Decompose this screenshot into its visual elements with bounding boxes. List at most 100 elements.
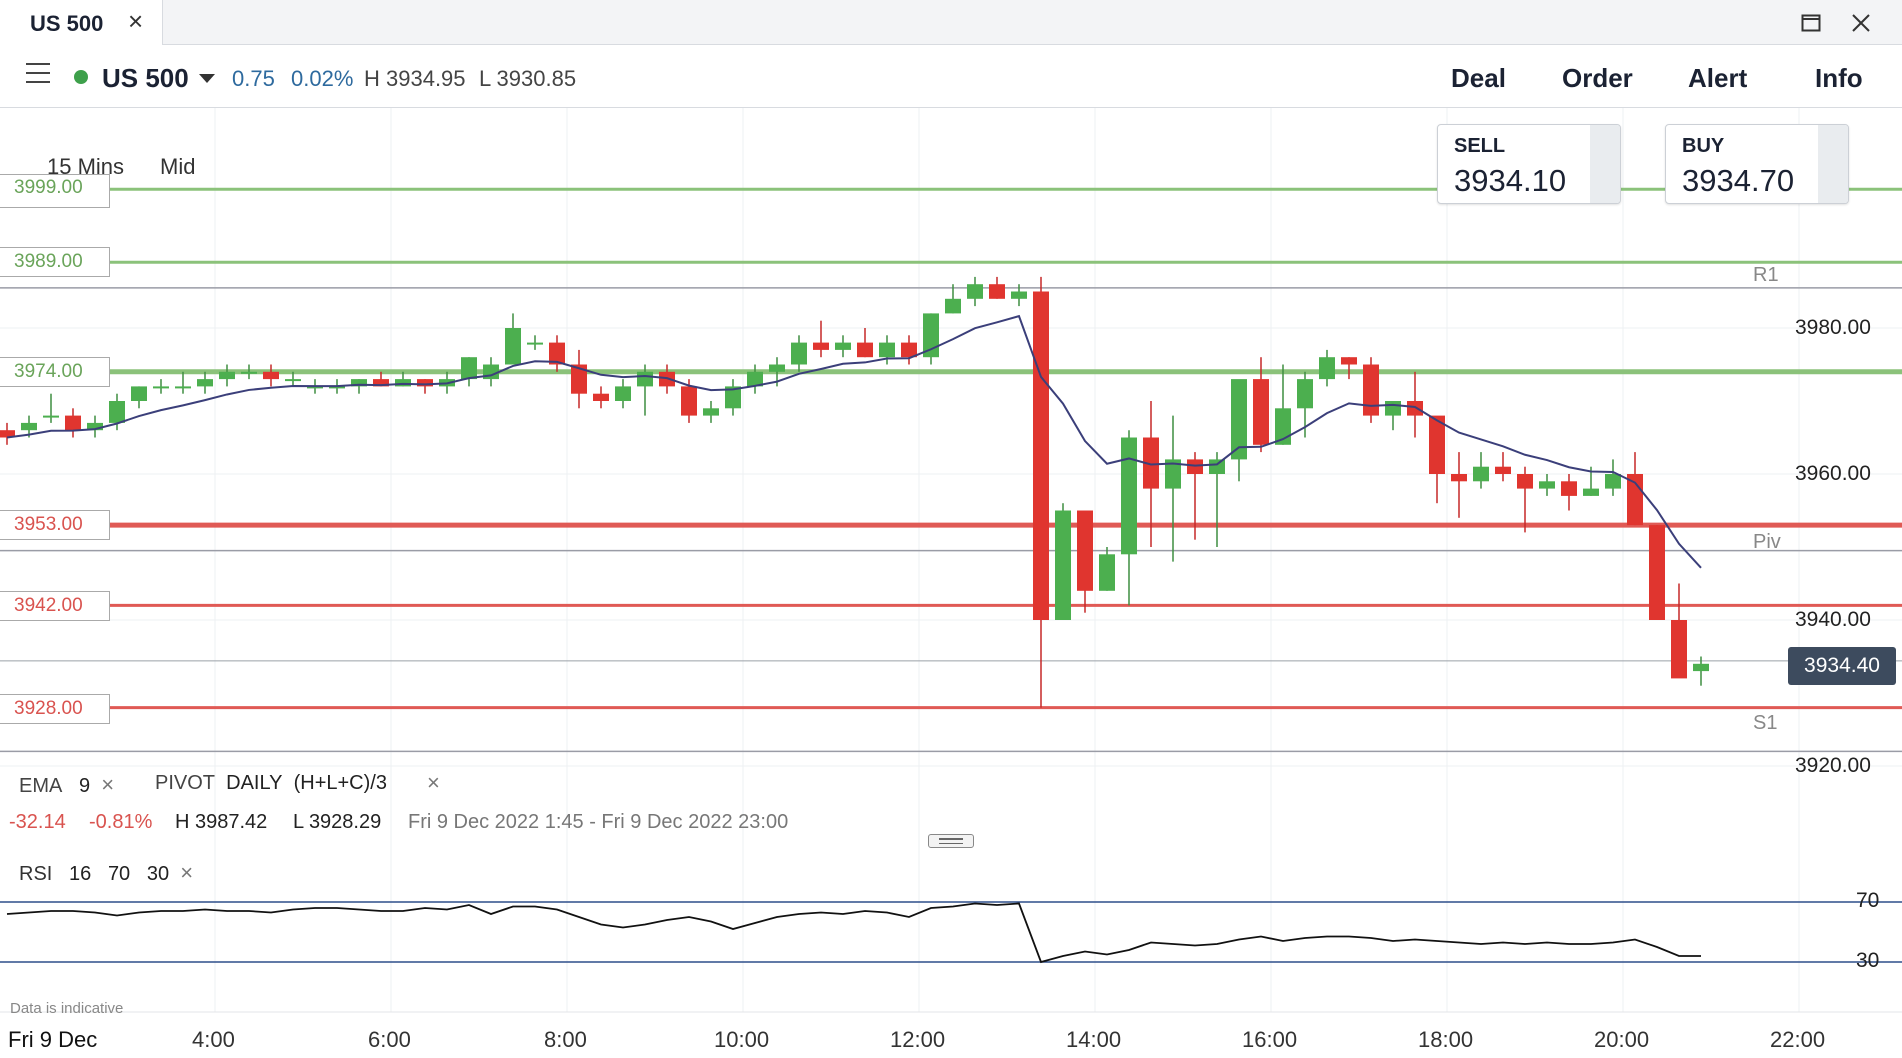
candle-body	[1297, 379, 1313, 409]
deal-button[interactable]: Deal	[1451, 63, 1506, 93]
candle-body	[571, 364, 587, 394]
candle-body	[461, 357, 477, 380]
x-axis-tick: 18:00	[1418, 1027, 1474, 1052]
chevron-down-icon[interactable]	[199, 74, 215, 83]
x-axis-tick: 12:00	[890, 1027, 946, 1052]
x-axis-tick: 14:00	[1066, 1027, 1122, 1052]
maximize-icon[interactable]	[1796, 8, 1826, 38]
sell-price: 3934.10	[1454, 163, 1567, 198]
candle-body	[593, 393, 609, 401]
candle-body	[1407, 401, 1423, 416]
sell-label: SELL	[1454, 135, 1506, 157]
level-label[interactable]: 3974.00	[0, 357, 110, 387]
pane-resize-handle[interactable]	[928, 834, 974, 848]
buy-button[interactable]: BUY 3934.70	[1665, 124, 1849, 204]
candle-body	[285, 379, 301, 382]
candle-body	[615, 386, 631, 401]
summary-change-percent: -0.81%	[89, 811, 153, 833]
candle-body	[967, 284, 983, 299]
buy-price: 3934.70	[1682, 163, 1795, 198]
order-button[interactable]: Order	[1562, 63, 1633, 93]
candle-body	[1539, 481, 1555, 489]
candle-body	[0, 430, 15, 438]
candle-body	[329, 386, 345, 389]
ema-legend: EMA 9 ×	[19, 772, 114, 798]
candle-body	[21, 422, 37, 431]
y-axis-tick: 3960.00	[1795, 462, 1871, 485]
price-type-selector[interactable]: Mid	[160, 154, 196, 179]
price-chart[interactable]	[0, 108, 1902, 1058]
rsi-legend: RSI 16 70 30 ×	[19, 860, 193, 886]
candle-body	[769, 364, 785, 372]
tab-us500[interactable]: US 500 ×	[0, 0, 163, 45]
x-axis-tick: 8:00	[544, 1027, 587, 1052]
summary-high: H 3987.42	[175, 811, 268, 833]
rsi-period: 16	[69, 863, 92, 885]
instrument-selector[interactable]: US 500	[102, 63, 189, 93]
candle-body	[1187, 459, 1203, 474]
ema-line	[6, 314, 1702, 569]
candle-body	[351, 379, 367, 387]
candle-body	[923, 313, 939, 358]
candle-body	[1319, 357, 1335, 380]
remove-pivot-icon[interactable]: ×	[427, 770, 440, 795]
candle-body	[857, 342, 873, 358]
candle-body	[131, 386, 147, 401]
level-label[interactable]: 3942.00	[0, 591, 110, 621]
candle-body	[747, 371, 763, 387]
candle-body	[703, 408, 719, 416]
level-label[interactable]: 3999.00	[0, 174, 110, 208]
candle-body	[153, 386, 169, 389]
candle-body	[945, 298, 961, 314]
candle-body	[527, 342, 543, 345]
candle-body	[1429, 415, 1445, 474]
candle-body	[1363, 364, 1379, 416]
rsi-upper-label: 70	[1856, 889, 1880, 912]
candle-body	[1671, 620, 1687, 679]
price-change-percent: 0.02%	[291, 66, 354, 91]
candle-body	[1077, 510, 1093, 591]
level-label[interactable]: 3989.00	[0, 247, 110, 277]
sell-strip	[1590, 125, 1620, 203]
candle-body	[1495, 466, 1511, 474]
candle-body	[1231, 379, 1247, 460]
candle-body	[1385, 401, 1401, 416]
candle-body	[1055, 510, 1071, 620]
pivot-legend: PIVOT DAILY (H+L+C)/3	[155, 772, 387, 795]
candle-body	[219, 371, 235, 380]
candle-body	[989, 284, 1005, 299]
info-button[interactable]: Info	[1815, 63, 1863, 93]
candle-body	[1099, 554, 1115, 591]
ema-period: 9	[79, 775, 91, 797]
sell-button[interactable]: SELL 3934.10	[1437, 124, 1621, 204]
hamburger-menu-icon[interactable]	[26, 63, 50, 85]
y-axis-tick: 3920.00	[1795, 754, 1871, 777]
ema-name: EMA	[19, 775, 63, 797]
level-label[interactable]: 3953.00	[0, 510, 110, 540]
buy-strip	[1818, 125, 1848, 203]
rsi-line	[6, 902, 1701, 964]
remove-rsi-icon[interactable]: ×	[180, 860, 194, 885]
session-high: H 3934.95	[364, 66, 466, 91]
close-tab-icon[interactable]: ×	[128, 6, 144, 36]
candle-body	[505, 328, 521, 365]
close-window-icon[interactable]	[1846, 8, 1876, 38]
candle-body	[835, 342, 851, 350]
alert-button[interactable]: Alert	[1688, 63, 1748, 93]
level-label[interactable]: 3928.00	[0, 694, 110, 724]
candle-body	[43, 415, 59, 418]
summary-change: -32.14	[9, 811, 66, 833]
candle-body	[1517, 474, 1533, 489]
candle-body	[197, 379, 213, 387]
remove-ema-icon[interactable]: ×	[101, 772, 115, 797]
candle-body	[1121, 437, 1137, 555]
rsi-upper: 70	[107, 863, 131, 885]
candle-body	[725, 386, 741, 409]
candle-body	[1209, 459, 1225, 474]
disclaimer: Data is indicative	[10, 1000, 124, 1017]
pivot-formula: (H+L+C)/3	[293, 772, 387, 794]
candle-body	[373, 379, 389, 387]
rsi-lower-label: 30	[1856, 949, 1880, 972]
x-axis-tick: 16:00	[1242, 1027, 1298, 1052]
rsi-lower: 30	[146, 863, 170, 885]
